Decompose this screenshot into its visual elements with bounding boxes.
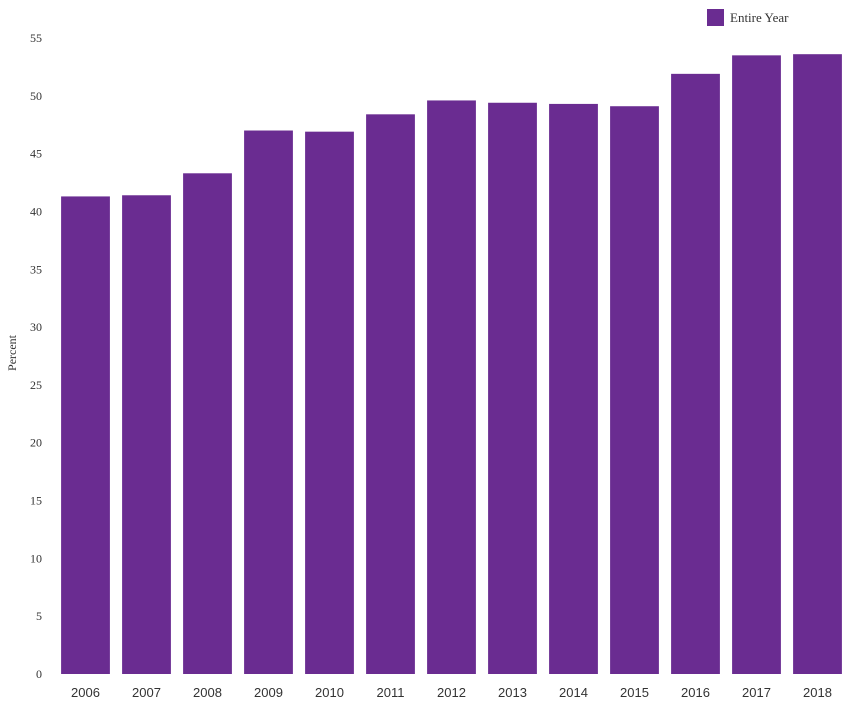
x-tick-label: 2007 [132,685,161,700]
x-tick-label: 2006 [71,685,100,700]
y-axis-label: Percent [5,334,19,371]
bar-2018[interactable] [793,54,842,675]
x-tick-label: 2014 [559,685,588,700]
x-tick-label: 2009 [254,685,283,700]
y-tick-label: 25 [30,378,42,392]
bars-group [61,54,842,675]
bar-2016[interactable] [671,73,720,674]
y-tick-label: 55 [30,31,42,45]
y-tick-label: 5 [36,609,42,623]
x-tick-label: 2012 [437,685,466,700]
bar-2009[interactable] [244,130,293,674]
bar-2017[interactable] [732,55,781,674]
legend[interactable]: Entire Year [707,9,789,26]
bar-2015[interactable] [610,106,659,674]
y-tick-label: 50 [30,89,42,103]
x-tick-label: 2008 [193,685,222,700]
bar-2012[interactable] [427,100,476,675]
bar-2006[interactable] [61,196,110,674]
x-tick-label: 2018 [803,685,832,700]
bar-2010[interactable] [305,131,354,674]
x-tick-label: 2011 [377,685,405,700]
x-tick-label: 2017 [742,685,771,700]
legend-swatch [707,9,724,26]
y-tick-label: 10 [30,551,42,565]
y-tick-label: 30 [30,320,42,334]
y-tick-label: 40 [30,204,42,218]
bar-2008[interactable] [183,173,232,674]
x-axis-ticks: 2006 2007 2008 2009 2010 2011 2012 2013 2014 2015… [71,685,832,700]
y-tick-label: 0 [36,667,42,681]
bar-2011[interactable] [366,114,415,674]
legend-label: Entire Year [730,10,789,25]
x-tick-label: 2010 [315,685,344,700]
bar-2014[interactable] [549,103,598,675]
x-tick-label: 2015 [620,685,649,700]
x-tick-label: 2013 [498,685,527,700]
bar-2007[interactable] [122,195,171,675]
y-tick-label: 35 [30,262,42,276]
bar-2013[interactable] [488,102,537,675]
y-axis-ticks: 0 5 10 15 20 25 30 35 40 45 50 55 [30,31,42,681]
y-tick-label: 20 [30,436,42,450]
x-tick-label: 2016 [681,685,710,700]
y-tick-label: 45 [30,147,42,161]
y-tick-label: 15 [30,494,42,508]
